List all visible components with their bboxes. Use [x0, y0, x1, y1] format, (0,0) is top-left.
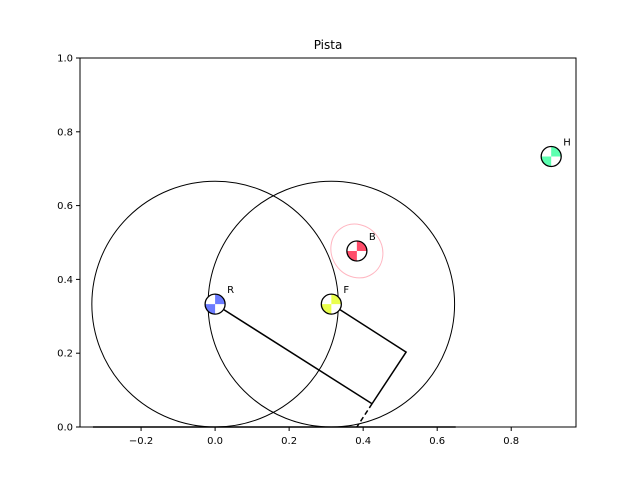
- marker-ring: [346, 240, 368, 262]
- marker-label-b: B: [369, 232, 376, 243]
- marker-ring: [540, 145, 562, 168]
- plot-frame: [79, 57, 577, 428]
- chart-title: Pista: [314, 38, 343, 52]
- marker-h: H: [540, 138, 571, 168]
- y-tick-label: 0.0: [57, 423, 73, 434]
- y-tick-label: 0.4: [57, 275, 73, 286]
- x-tick-label: 0.6: [429, 436, 445, 447]
- y-axis: 0.0 0.2 0.4 0.6 0.8 1.0: [57, 54, 80, 434]
- marker-quadrant-3: [541, 156, 552, 167]
- uncertainty-ellipse: [330, 223, 384, 279]
- marker-quadrant-1: [331, 294, 342, 305]
- marker-label-r: R: [227, 285, 234, 296]
- x-axis: −0.2 0.0 0.2 0.4 0.6 0.8: [129, 427, 519, 447]
- marker-ring: [204, 293, 226, 315]
- track-segment-2: [330, 303, 408, 405]
- marker-quadrant-1: [356, 240, 367, 251]
- x-tick-label: 0.2: [281, 436, 297, 447]
- marker-quadrant-3: [346, 250, 357, 261]
- marker-f: F: [320, 285, 349, 315]
- marker-label-f: F: [343, 285, 349, 296]
- marker-r: R: [204, 285, 234, 315]
- marker-quadrant-3: [321, 304, 332, 315]
- x-tick-label: 0.8: [503, 436, 519, 447]
- marker-quadrant-1: [551, 146, 562, 157]
- marker-quadrant-3: [205, 304, 216, 315]
- y-tick-label: 0.6: [57, 201, 73, 212]
- marker-quadrant-1: [215, 294, 226, 305]
- marker-ring: [320, 293, 342, 315]
- y-tick-label: 0.2: [57, 349, 73, 360]
- y-tick-label: 1.0: [57, 54, 73, 65]
- x-tick-label: 0.0: [207, 436, 223, 447]
- track-segment-1: [214, 303, 373, 405]
- clipped-layer: [91, 180, 456, 427]
- marker-b: B: [346, 232, 376, 262]
- plot-content: R F B H: [91, 138, 571, 428]
- track-segment-dashed: [356, 403, 373, 427]
- marker-label-h: H: [563, 138, 571, 149]
- y-tick-label: 0.8: [57, 127, 73, 138]
- x-tick-label: 0.4: [355, 436, 371, 447]
- x-tick-label: −0.2: [129, 436, 153, 447]
